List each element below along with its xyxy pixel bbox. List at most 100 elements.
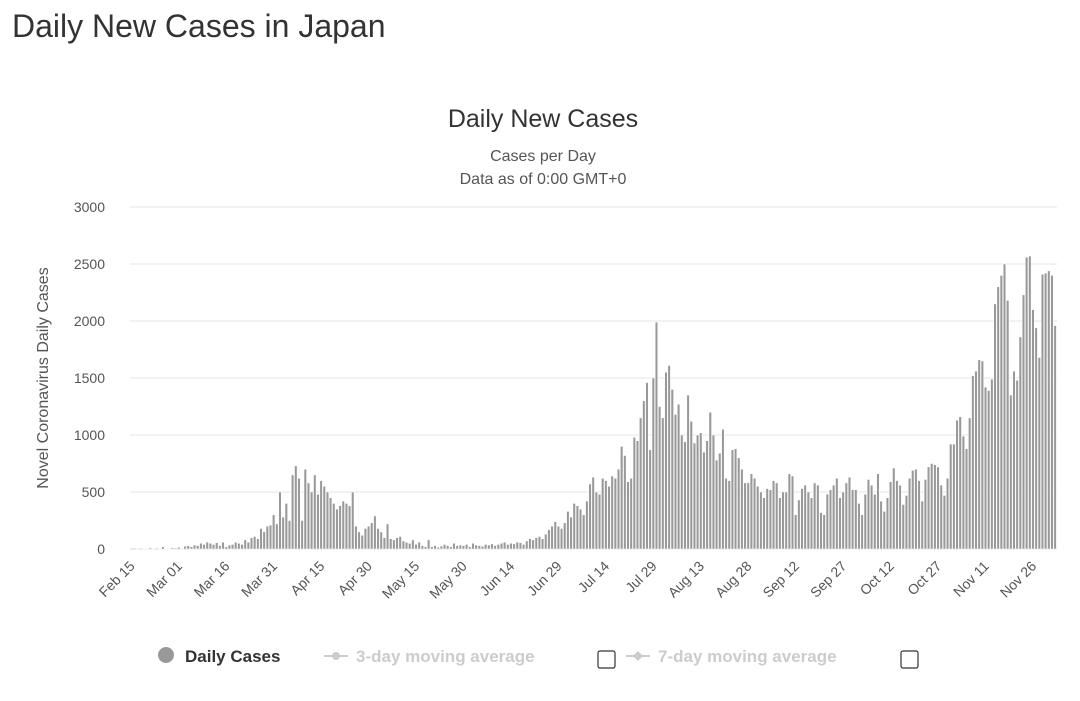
bar[interactable] [980, 360, 984, 550]
bar[interactable] [1002, 263, 1007, 550]
bar[interactable] [471, 543, 475, 550]
bar[interactable] [927, 466, 931, 550]
bar[interactable] [955, 419, 959, 550]
bar[interactable] [607, 486, 611, 550]
bar[interactable] [496, 544, 500, 550]
bar[interactable] [964, 448, 969, 550]
bar[interactable] [534, 537, 538, 550]
bar[interactable] [455, 545, 459, 550]
bar[interactable] [787, 473, 791, 550]
bar[interactable] [351, 491, 355, 550]
bar[interactable] [696, 434, 700, 550]
bar[interactable] [961, 435, 965, 550]
bar[interactable] [648, 449, 652, 550]
bar[interactable] [784, 491, 788, 550]
bar[interactable] [740, 468, 744, 550]
bar[interactable] [155, 547, 159, 550]
bar[interactable] [1028, 255, 1032, 550]
bar[interactable] [730, 449, 734, 550]
legend-3day-average[interactable]: 3-day moving average [356, 647, 535, 666]
bar[interactable] [477, 545, 481, 550]
bar[interactable] [971, 375, 975, 550]
bar[interactable] [161, 546, 165, 550]
bar[interactable] [525, 540, 529, 550]
bar[interactable] [341, 500, 345, 550]
bar[interactable] [765, 488, 769, 550]
bar[interactable] [338, 505, 342, 550]
bar[interactable] [370, 522, 374, 550]
bar[interactable] [933, 464, 937, 550]
bar[interactable] [275, 523, 279, 550]
bar[interactable] [582, 514, 586, 550]
bar[interactable] [579, 508, 583, 550]
bar[interactable] [939, 484, 943, 550]
bar[interactable] [256, 538, 260, 550]
bar[interactable] [560, 528, 564, 550]
bar[interactable] [803, 484, 807, 550]
bar[interactable] [898, 484, 902, 550]
bar[interactable] [920, 500, 924, 550]
bar[interactable] [917, 480, 921, 550]
bar[interactable] [177, 547, 181, 550]
bar[interactable] [142, 548, 146, 550]
bar[interactable] [563, 522, 567, 550]
3day-average-checkbox[interactable] [597, 650, 616, 669]
bar[interactable] [968, 417, 972, 550]
bar[interactable] [911, 470, 915, 550]
bar[interactable] [1037, 357, 1041, 550]
bar[interactable] [389, 538, 393, 550]
bar[interactable] [319, 480, 323, 550]
bar[interactable] [373, 515, 377, 550]
bar[interactable] [509, 543, 513, 550]
bar[interactable] [673, 414, 677, 550]
bar[interactable] [262, 531, 266, 550]
bar[interactable] [170, 547, 174, 550]
bar[interactable] [841, 491, 845, 550]
bar[interactable] [449, 546, 453, 550]
bar[interactable] [218, 545, 222, 550]
bar[interactable] [642, 400, 646, 550]
bar[interactable] [588, 483, 592, 550]
bar[interactable] [265, 525, 269, 550]
bar[interactable] [183, 545, 187, 550]
bar[interactable] [825, 494, 829, 550]
bar[interactable] [715, 459, 719, 550]
bar[interactable] [705, 440, 709, 550]
bar[interactable] [234, 541, 238, 550]
bar[interactable] [541, 538, 545, 550]
bar[interactable] [942, 495, 946, 550]
bar[interactable] [936, 466, 940, 550]
bar[interactable] [237, 543, 241, 550]
bar[interactable] [544, 533, 548, 550]
bar[interactable] [518, 542, 522, 550]
bar[interactable] [591, 476, 595, 550]
bar[interactable] [382, 537, 386, 550]
bar[interactable] [575, 505, 579, 550]
bar[interactable] [1009, 394, 1013, 550]
bar[interactable] [664, 372, 668, 550]
bar[interactable] [452, 543, 456, 550]
bar[interactable] [329, 497, 333, 550]
bar[interactable] [863, 494, 867, 550]
bar[interactable] [756, 486, 760, 550]
bar[interactable] [313, 474, 317, 550]
bar[interactable] [199, 543, 203, 550]
bar[interactable] [983, 386, 988, 550]
bar[interactable] [952, 443, 956, 550]
bar[interactable] [819, 512, 823, 550]
bar[interactable] [360, 535, 364, 550]
bar[interactable] [386, 523, 390, 550]
bar[interactable] [344, 503, 348, 550]
bar[interactable] [860, 514, 864, 550]
bar[interactable] [930, 463, 934, 550]
bar[interactable] [227, 544, 231, 550]
bar[interactable] [215, 542, 219, 550]
bar[interactable] [392, 539, 396, 550]
bar[interactable] [908, 478, 912, 550]
bar[interactable] [892, 467, 896, 550]
bar[interactable] [461, 545, 466, 550]
bar[interactable] [379, 531, 383, 550]
bar[interactable] [1025, 256, 1029, 550]
bar[interactable] [512, 543, 516, 550]
bar[interactable] [405, 541, 409, 550]
